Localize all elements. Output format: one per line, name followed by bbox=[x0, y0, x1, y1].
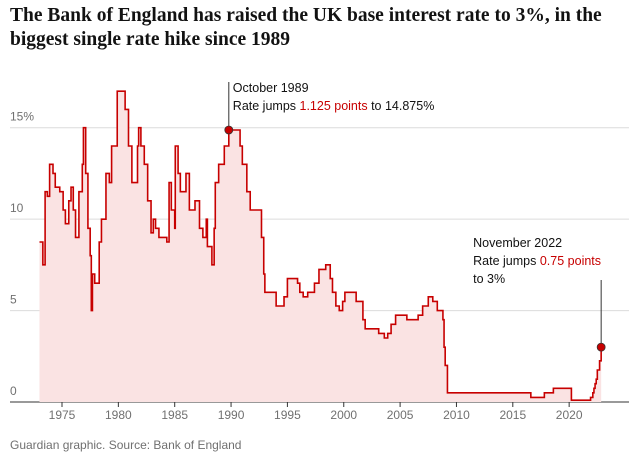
y-tick-label: 0 bbox=[10, 384, 17, 398]
x-tick-label: 1975 bbox=[49, 408, 76, 422]
annotation-highlight: 0.75 points bbox=[540, 254, 601, 268]
line bbox=[39, 90, 602, 401]
x-tick-label: 2005 bbox=[387, 408, 414, 422]
x-tick-label: 1990 bbox=[218, 408, 245, 422]
chart-title: The Bank of England has raised the UK ba… bbox=[10, 5, 602, 50]
annotation-point bbox=[224, 125, 234, 135]
x-tick-label: 1985 bbox=[161, 408, 188, 422]
area bbox=[39, 91, 602, 403]
annotation-span: Rate jumps bbox=[233, 99, 300, 113]
x-tick-label: 2020 bbox=[556, 408, 583, 422]
annotation-point bbox=[596, 342, 606, 352]
source: Guardian graphic. Source: Bank of Englan… bbox=[10, 438, 241, 452]
annotation-span: to 14.875% bbox=[368, 99, 435, 113]
y-tick-label: 15% bbox=[10, 110, 34, 124]
y-tick-label: 10 bbox=[10, 201, 24, 215]
annotation-title: October 1989 bbox=[233, 81, 309, 95]
annotation-text: Rate jumps 0.75 points bbox=[473, 254, 601, 268]
x-tick-label: 1980 bbox=[105, 408, 132, 422]
x-tick-label: 1995 bbox=[274, 408, 301, 422]
x-tick-label: 2010 bbox=[443, 408, 470, 422]
annotation-highlight: 1.125 points bbox=[300, 99, 368, 113]
x-tick-label: 2000 bbox=[330, 408, 357, 422]
annotation-title: November 2022 bbox=[473, 236, 562, 250]
annotation-span: to 3% bbox=[473, 272, 505, 286]
x-tick-label: 2015 bbox=[499, 408, 526, 422]
annotation-span: Rate jumps bbox=[473, 254, 540, 268]
annotation-text: to 3% bbox=[473, 272, 505, 286]
annotation-text: Rate jumps 1.125 points to 14.875% bbox=[233, 99, 435, 113]
y-tick-label: 5 bbox=[10, 293, 17, 307]
